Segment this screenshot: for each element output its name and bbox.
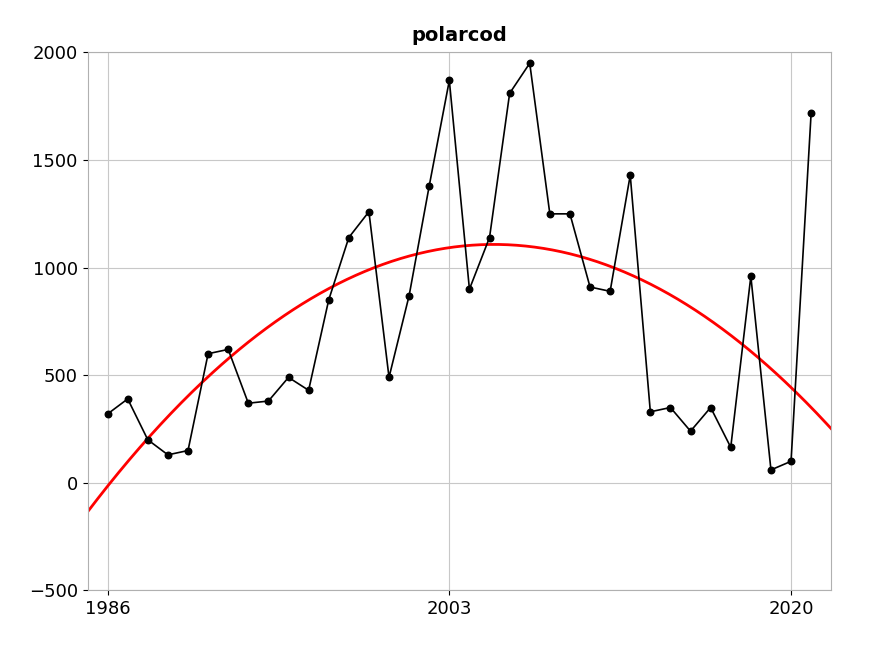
Point — [221, 344, 235, 355]
Point — [101, 409, 115, 419]
Point — [522, 58, 536, 68]
Point — [784, 456, 798, 466]
Point — [804, 108, 818, 118]
Point — [502, 88, 516, 98]
Point — [362, 207, 376, 217]
Point — [181, 445, 195, 456]
Point — [623, 170, 637, 180]
Title: polarcod: polarcod — [411, 26, 508, 45]
Point — [744, 271, 758, 281]
Point — [482, 232, 496, 243]
Point — [282, 372, 296, 382]
Point — [643, 407, 657, 417]
Point — [683, 426, 697, 436]
Point — [764, 464, 778, 475]
Point — [161, 449, 175, 460]
Point — [443, 75, 457, 86]
Point — [342, 232, 356, 243]
Point — [583, 282, 597, 293]
Point — [382, 372, 396, 382]
Point — [603, 286, 617, 297]
Point — [542, 209, 556, 219]
Point — [262, 396, 276, 406]
Point — [724, 442, 738, 453]
Point — [242, 398, 256, 409]
Point — [704, 402, 717, 413]
Point — [402, 291, 416, 301]
Point — [141, 434, 155, 445]
Point — [423, 180, 437, 191]
Point — [121, 394, 135, 404]
Point — [302, 385, 316, 396]
Point — [663, 402, 677, 413]
Point — [462, 284, 476, 295]
Point — [201, 348, 215, 359]
Point — [563, 209, 577, 219]
Point — [322, 295, 336, 305]
